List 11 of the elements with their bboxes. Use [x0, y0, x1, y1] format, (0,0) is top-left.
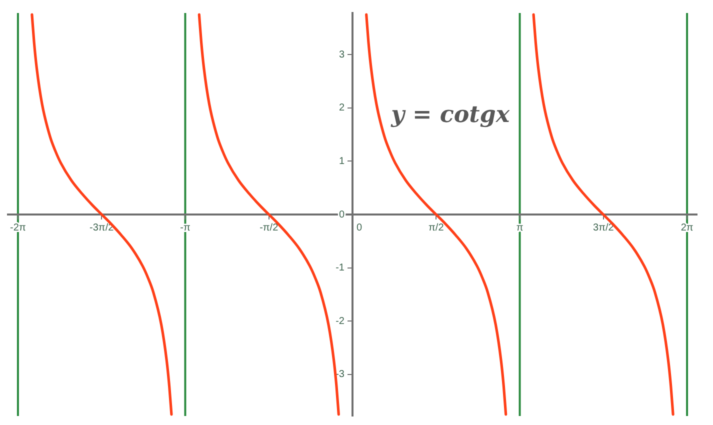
x-tick-label: -π/2 [260, 222, 279, 234]
y-tick-label: 2 [338, 102, 345, 114]
x-tick-label: 0 [356, 222, 362, 234]
y-tick-label: -3 [336, 369, 345, 380]
y-tick-label: 3 [338, 49, 345, 60]
y-tick-label: -1 [336, 262, 345, 274]
x-tick-label: π/2 [428, 222, 444, 234]
y-tick-label: -2 [336, 316, 345, 327]
annotation: y = cotgx [390, 100, 510, 128]
y-tick-label: 1 [338, 156, 345, 167]
x-tick-label: 3π/2 [593, 222, 614, 234]
